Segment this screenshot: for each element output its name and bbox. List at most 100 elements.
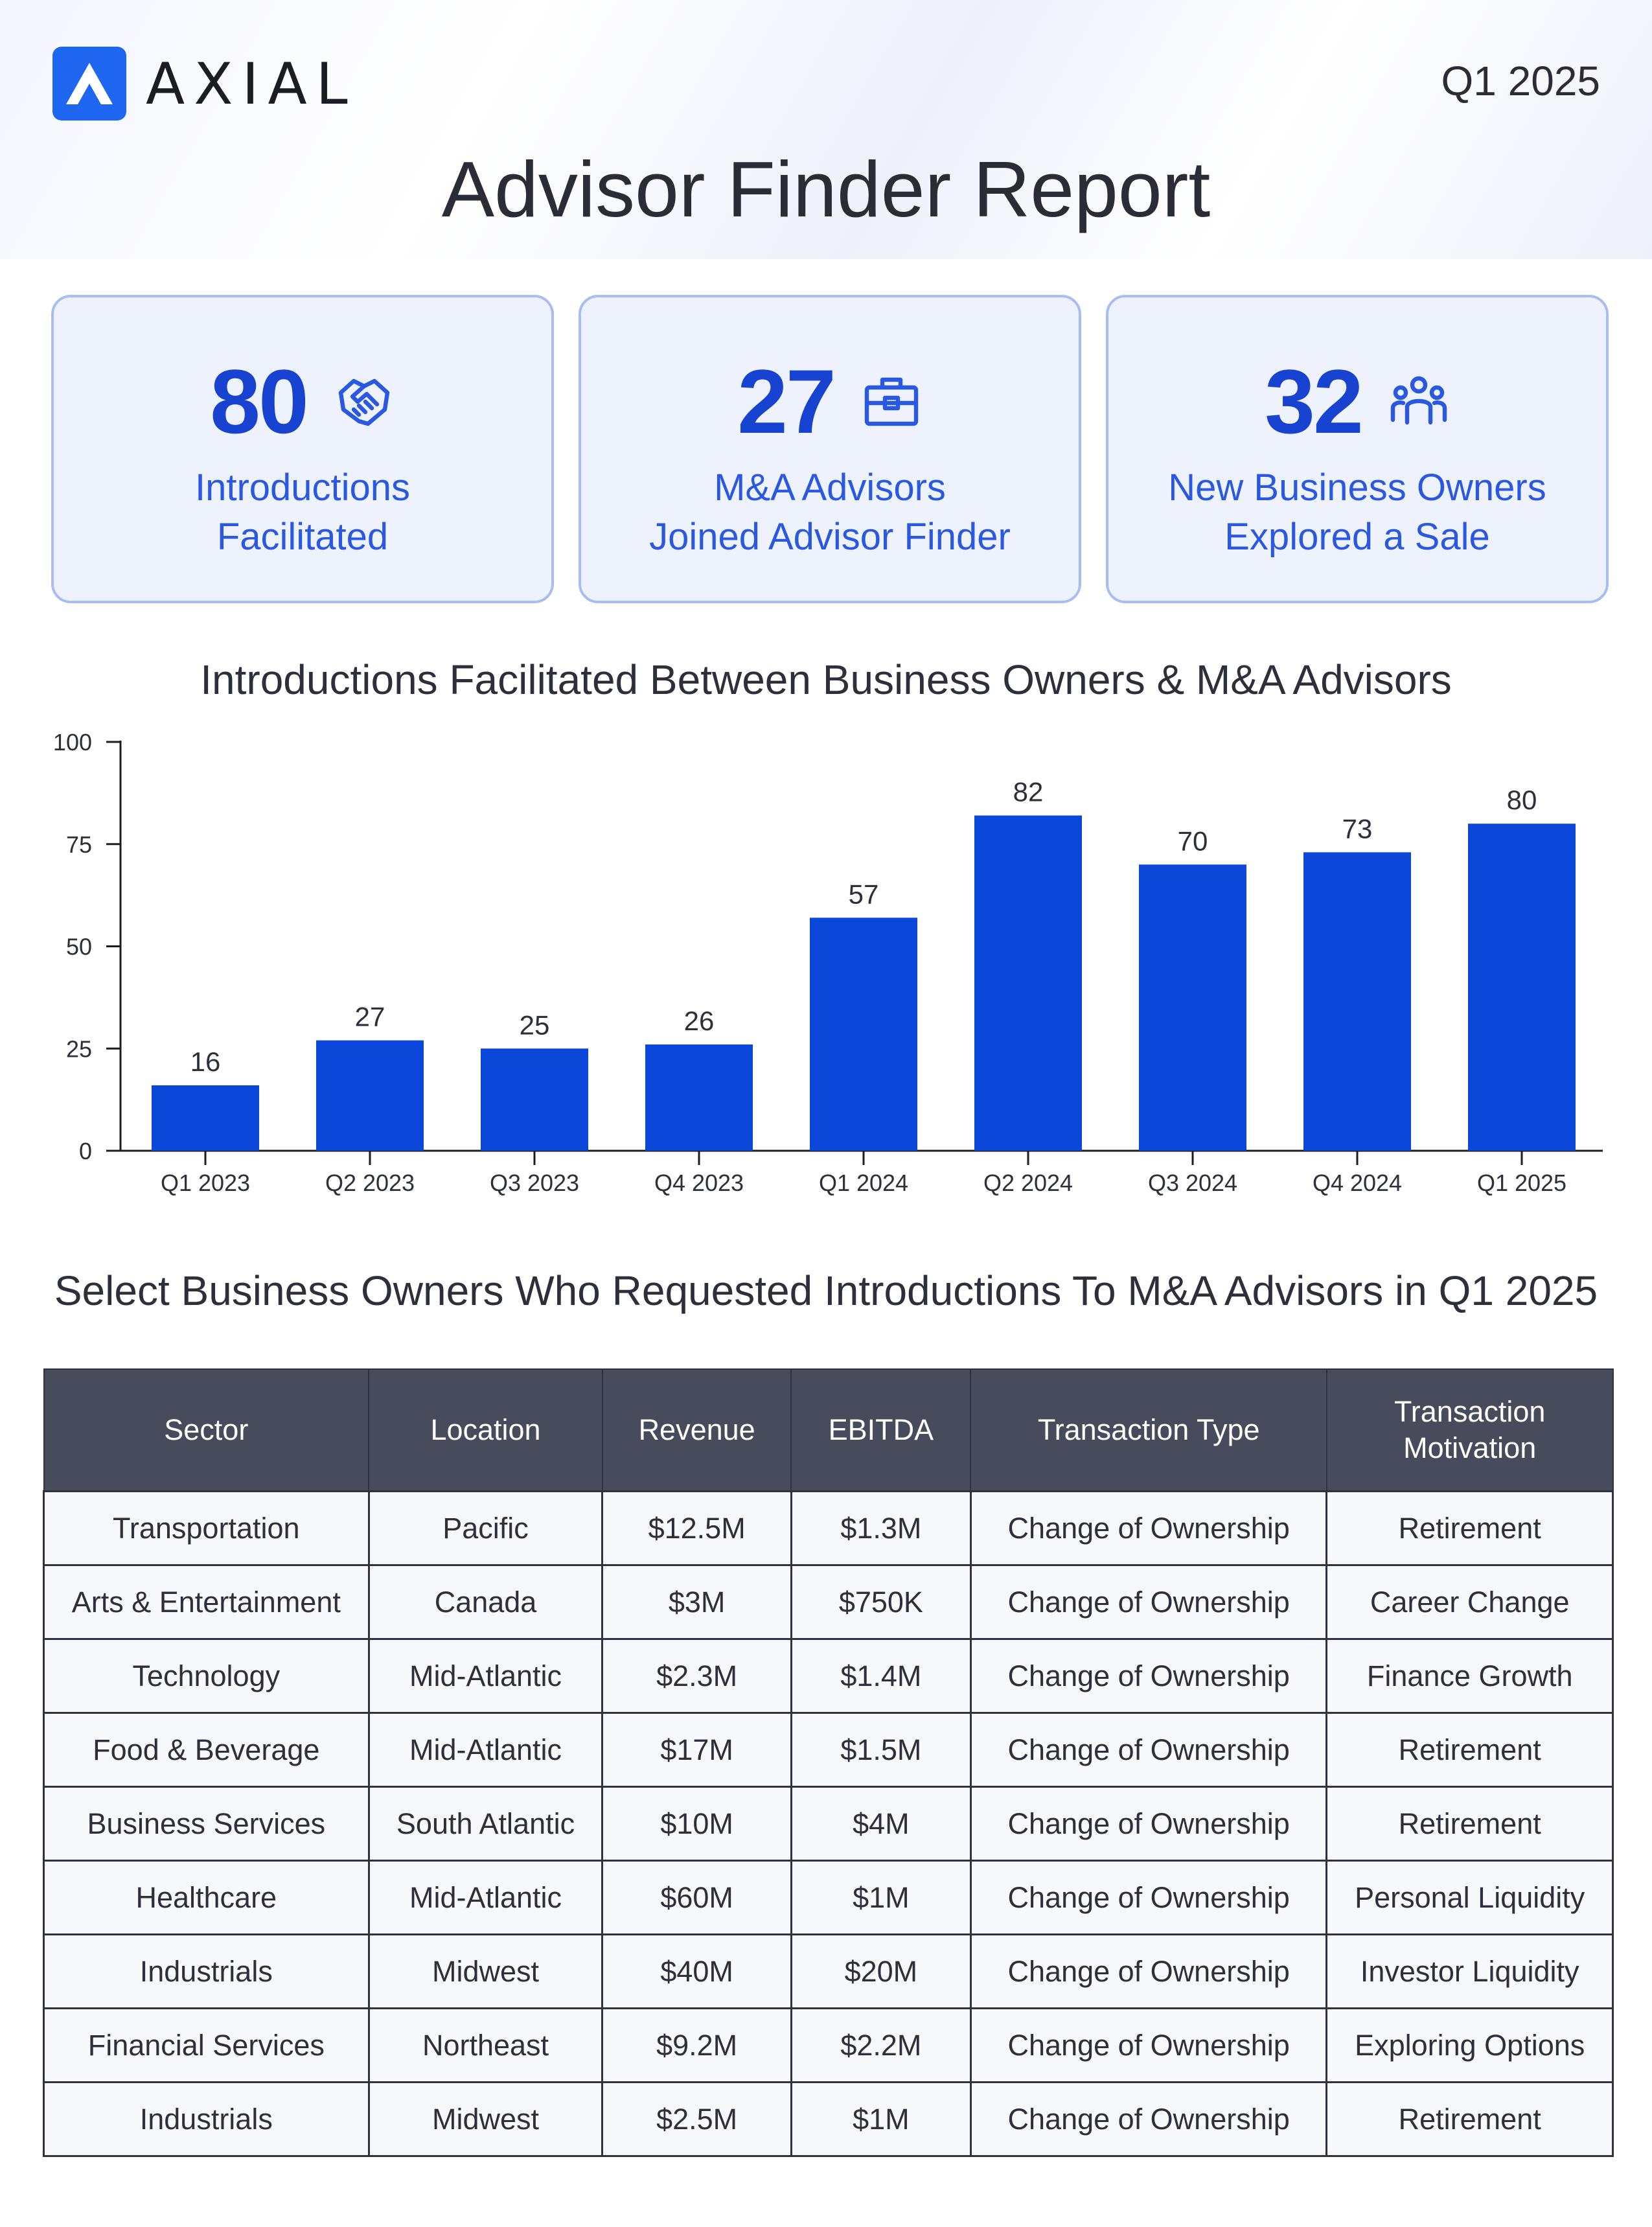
table-body: Transportation Pacific $12.5M $1.3M Change o… xyxy=(43,1490,1614,2157)
bar-q2-2024 xyxy=(974,815,1082,1151)
bar-q3-2024 xyxy=(1139,864,1246,1151)
cell-transaction-motivation: Personal Liquidity xyxy=(1325,1860,1614,1935)
table-header-row: Sector Location Revenue EBITDA Transacti… xyxy=(43,1368,1614,1492)
x-tick-label: Q4 2023 xyxy=(654,1170,744,1196)
cell-transaction-type: Change of Ownership xyxy=(969,1933,1328,2009)
column-header-transaction-type: Transaction Type xyxy=(970,1368,1327,1492)
cell-revenue: $17M xyxy=(601,1712,792,1788)
cell-transaction-motivation: Exploring Options xyxy=(1325,2007,1614,2083)
page-title: Advisor Finder Report xyxy=(441,145,1211,233)
brand-name: AXIAL xyxy=(146,50,357,117)
cell-location: Mid-Atlantic xyxy=(367,1638,604,1714)
cell-transaction-motivation: Finance Growth xyxy=(1325,1638,1614,1714)
cell-sector: Food & Beverage xyxy=(43,1712,370,1788)
bar-q1-2025 xyxy=(1468,824,1576,1151)
bar-q4-2024 xyxy=(1303,852,1411,1151)
data-label: 25 xyxy=(520,1010,550,1040)
stat-label-line: Joined Advisor Finder xyxy=(649,516,1011,558)
cell-sector: Technology xyxy=(43,1638,370,1714)
column-header-location: Location xyxy=(368,1368,603,1492)
data-label: 73 xyxy=(1342,813,1373,844)
chart-title: Introductions Facilitated Between Busine… xyxy=(200,656,1452,703)
y-tick-label: 100 xyxy=(53,729,92,756)
stat-label-line: Introductions xyxy=(194,467,411,509)
stat-card-advisors: 27 M&A Advisors Joined Advisor Finder xyxy=(579,295,1081,603)
bar-q2-2023 xyxy=(316,1040,424,1151)
cell-revenue: $10M xyxy=(601,1786,792,1862)
cell-revenue: $40M xyxy=(601,1933,792,2009)
cell-ebitda: $1.4M xyxy=(790,1638,972,1714)
cell-revenue: $2.5M xyxy=(601,2081,792,2157)
cell-sector: Business Services xyxy=(43,1786,370,1862)
table-row: Transportation Pacific $12.5M $1.3M Change o… xyxy=(43,1490,1614,1566)
bar-q1-2023 xyxy=(152,1085,259,1151)
cell-transaction-type: Change of Ownership xyxy=(969,1490,1328,1566)
people-icon xyxy=(1388,371,1450,433)
cell-transaction-motivation: Career Change xyxy=(1325,1564,1614,1640)
table-row: Technology Mid-Atlantic $2.3M $1.4M Change o… xyxy=(43,1638,1614,1714)
cell-ebitda: $1M xyxy=(790,2081,972,2157)
table-row: Healthcare Mid-Atlantic $60M $1M Change of O… xyxy=(43,1860,1614,1935)
cell-transaction-motivation: Retirement xyxy=(1325,1786,1614,1862)
cell-transaction-type: Change of Ownership xyxy=(969,1786,1328,1862)
bar-q3-2023 xyxy=(481,1048,588,1151)
cell-ebitda: $4M xyxy=(790,1786,972,1862)
x-tick-label: Q2 2024 xyxy=(983,1170,1073,1196)
briefcase-icon xyxy=(860,371,923,433)
cell-sector: Industrials xyxy=(43,1933,370,2009)
cell-sector: Industrials xyxy=(43,2081,370,2157)
cell-location: Mid-Atlantic xyxy=(367,1712,604,1788)
introductions-bar-chart: 0 25 50 75 100 16 Q1 2023 27 Q2 2023 25 Q3 2023 26 Q… xyxy=(53,729,1603,1196)
cell-transaction-type: Change of Ownership xyxy=(969,2007,1328,2083)
cell-ebitda: $20M xyxy=(790,1933,972,2009)
y-tick-label: 25 xyxy=(66,1035,92,1062)
x-tick-label: Q4 2024 xyxy=(1313,1170,1402,1196)
axial-logo[interactable]: AXIAL xyxy=(52,47,357,121)
column-header-sector: Sector xyxy=(43,1368,370,1492)
x-tick-label: Q1 2023 xyxy=(161,1170,250,1196)
cell-transaction-motivation: Retirement xyxy=(1325,2081,1614,2157)
bar-q1-2024 xyxy=(810,917,917,1151)
cell-transaction-type: Change of Ownership xyxy=(969,1638,1328,1714)
x-tick-label: Q3 2023 xyxy=(490,1170,579,1196)
axial-logo-icon xyxy=(52,47,126,121)
data-label: 80 xyxy=(1507,785,1537,815)
data-label: 57 xyxy=(849,879,879,909)
cell-revenue: $2.3M xyxy=(601,1638,792,1714)
cell-revenue: $3M xyxy=(601,1564,792,1640)
bar-q4-2023 xyxy=(645,1044,753,1151)
cell-location: Mid-Atlantic xyxy=(367,1860,604,1935)
cell-ebitda: $1.5M xyxy=(790,1712,972,1788)
cell-ebitda: $2.2M xyxy=(790,2007,972,2083)
data-label: 82 xyxy=(1013,777,1044,807)
y-tick-label: 75 xyxy=(66,831,92,858)
table-row: Financial Services Northeast $9.2M $2.2M Cha… xyxy=(43,2007,1614,2083)
column-header-ebitda: EBITDA xyxy=(790,1368,972,1492)
cell-transaction-type: Change of Ownership xyxy=(969,1564,1328,1640)
stat-card-introductions: 80 Introductions Facilitated xyxy=(51,295,554,603)
table-row: Arts & Entertainment Canada $3M $750K Change… xyxy=(43,1564,1614,1640)
handshake-icon xyxy=(333,371,395,433)
x-tick-label: Q1 2024 xyxy=(819,1170,908,1196)
cell-transaction-motivation: Investor Liquidity xyxy=(1325,1933,1614,2009)
stat-card-owners: 32 New Business Owners Explored a Sale xyxy=(1106,295,1609,603)
stat-value: 32 xyxy=(1265,351,1364,452)
table-row: Food & Beverage Mid-Atlantic $17M $1.5M Chan… xyxy=(43,1712,1614,1788)
header-background xyxy=(0,0,1652,259)
table-row: Business Services South Atlantic $10M $4M Ch… xyxy=(43,1786,1614,1862)
stat-label-line: Explored a Sale xyxy=(1224,516,1490,558)
cell-revenue: $60M xyxy=(601,1860,792,1935)
cell-transaction-motivation: Retirement xyxy=(1325,1490,1614,1566)
business-owners-table: Sector Location Revenue EBITDA Transacti… xyxy=(43,1368,1614,2157)
stat-value: 80 xyxy=(210,351,309,452)
cell-transaction-motivation: Retirement xyxy=(1325,1712,1614,1788)
cell-ebitda: $750K xyxy=(790,1564,972,1640)
data-label: 27 xyxy=(355,1002,385,1032)
y-tick-label: 0 xyxy=(79,1138,92,1164)
cell-sector: Healthcare xyxy=(43,1860,370,1935)
stat-value: 27 xyxy=(737,351,836,452)
x-tick-label: Q2 2023 xyxy=(325,1170,415,1196)
table-row: Industrials Midwest $40M $20M Change of Owne… xyxy=(43,1933,1614,2009)
cell-location: Pacific xyxy=(367,1490,604,1566)
cell-revenue: $12.5M xyxy=(601,1490,792,1566)
